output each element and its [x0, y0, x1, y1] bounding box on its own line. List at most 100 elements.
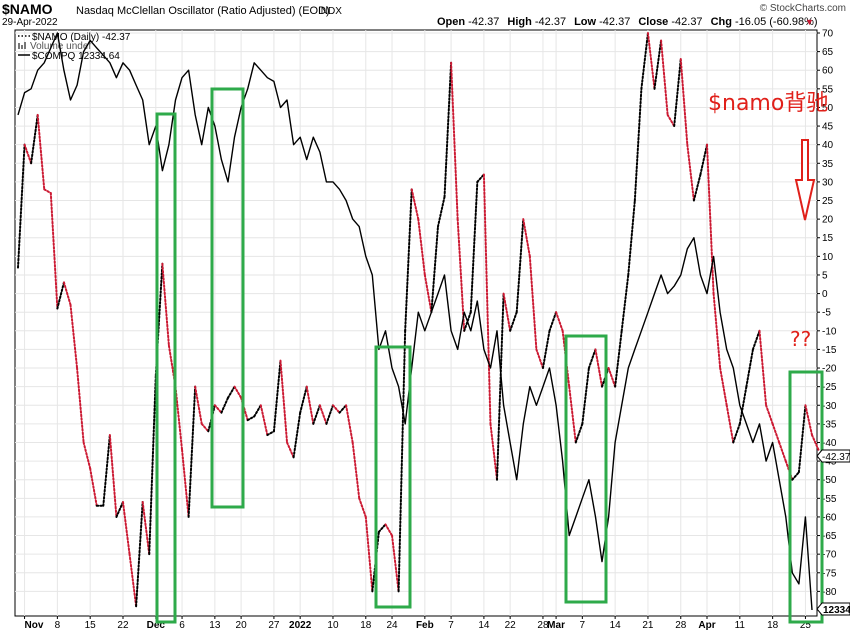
namo-segment — [305, 385, 315, 425]
namo-segment — [489, 422, 499, 481]
namo-segment — [482, 173, 492, 425]
red-annotations: $namo背驰 ?? — [708, 91, 828, 351]
namo-segment — [148, 374, 157, 556]
namo-segment — [555, 311, 564, 332]
namo-segment — [732, 422, 741, 444]
y-tick-label: -70 — [822, 550, 837, 561]
y-tick-label: 70 — [822, 29, 834, 40]
namo-segment — [699, 143, 709, 176]
y-tick-label: -30 — [822, 401, 837, 412]
symbol-label: $NAMO — [2, 1, 53, 17]
namo-segment — [377, 523, 387, 533]
y-tick-label: 30 — [822, 177, 834, 188]
x-tick-label: 22 — [117, 620, 129, 631]
namo-segment — [436, 195, 446, 228]
chg-down-icon: ▼ — [805, 17, 814, 27]
namo-segment — [338, 404, 348, 414]
y-tick-label: -80 — [822, 587, 837, 598]
x-tick-label: 22 — [505, 620, 517, 631]
namo-segment — [502, 292, 512, 332]
x-tick-label: 28 — [537, 620, 549, 631]
y-tick-label: -75 — [822, 568, 837, 579]
namo-segment — [574, 422, 584, 444]
namo-segment — [364, 515, 374, 593]
namo-segment — [345, 404, 354, 444]
namo-segment — [292, 411, 302, 459]
x-tick-label: Dec — [147, 620, 166, 631]
namo-segment — [633, 87, 643, 202]
namo-segment — [391, 534, 400, 593]
namo-segment — [213, 404, 223, 414]
namo-segment — [797, 404, 807, 474]
ohlc-line: Open -42.37 High -42.37 Low -42.37 Close -4… — [437, 16, 818, 28]
plot-area — [14, 29, 818, 617]
namo-segment — [745, 348, 754, 388]
x-tick-label: 10 — [327, 620, 339, 631]
x-tick-label: 28 — [675, 620, 687, 631]
namo-segment — [397, 329, 407, 593]
namo-segment — [712, 292, 722, 370]
compq-value-tag — [816, 602, 850, 616]
namo-segment — [102, 434, 111, 507]
namo-segment — [791, 471, 800, 481]
namo-segment — [351, 441, 361, 500]
series-layer — [17, 32, 820, 611]
namo-segment — [181, 448, 190, 518]
namo-segment — [692, 173, 702, 202]
y-tick-label: 50 — [822, 103, 834, 114]
x-tick-label: 24 — [386, 620, 398, 631]
namo-series — [17, 32, 820, 608]
namo-segment — [541, 329, 551, 370]
y-tick-label: -25 — [822, 382, 837, 393]
namo-segment — [765, 404, 774, 425]
y-tick-label: 60 — [822, 66, 834, 77]
namo-segment — [318, 404, 328, 425]
namo-segment — [358, 497, 367, 518]
namo-segment — [673, 58, 682, 128]
namo-segment — [620, 273, 630, 332]
x-tick-label: 20 — [236, 620, 248, 631]
namo-segment — [56, 281, 65, 310]
namo-segment — [266, 430, 275, 437]
namo-segment — [679, 58, 689, 146]
x-tick-label: 11 — [735, 620, 746, 631]
date-label: 29-Apr-2022 — [2, 17, 58, 28]
namo-segment — [430, 225, 439, 314]
x-tick-label: 14 — [610, 620, 622, 631]
x-tick-label: 18 — [767, 620, 779, 631]
namo-segment — [312, 404, 321, 425]
namo-segment — [607, 367, 617, 388]
ohlc-high-label: High — [507, 16, 535, 28]
namo-segment — [200, 422, 210, 433]
namo-segment — [30, 113, 39, 165]
namo-segment — [725, 404, 735, 444]
namo-segment — [17, 143, 26, 269]
ohlc-high-value: -42.37 — [535, 16, 566, 28]
namo-segment — [141, 501, 151, 556]
namo-segment — [640, 32, 649, 90]
chart-header: $NAMO Nasdaq McClellan Oscillator (Ratio… — [2, 1, 846, 28]
ohlc-low-value: -42.37 — [599, 16, 630, 28]
y-tick-label: -35 — [822, 419, 837, 430]
namo-segment — [89, 467, 98, 507]
x-tick-label: 13 — [209, 620, 221, 631]
namo-segment — [423, 273, 433, 314]
namo-segment — [174, 385, 184, 451]
namo-segment — [456, 218, 466, 332]
namo-segment — [515, 218, 525, 314]
y-tick-label: 65 — [822, 47, 834, 58]
compq-series-line — [17, 32, 813, 611]
namo-segment — [161, 262, 170, 347]
namo-segment — [43, 188, 52, 195]
question-label: ?? — [790, 327, 811, 351]
x-tick-label: Nov — [25, 620, 44, 631]
y-tick-label: -15 — [822, 345, 837, 356]
y-tick-label: -5 — [822, 308, 831, 319]
index-name-label: Nasdaq McClellan Oscillator (Ratio Adjus… — [76, 5, 330, 17]
namo-segment — [804, 404, 813, 437]
y-tick-label: -50 — [822, 475, 837, 486]
x-tick-label: Feb — [416, 620, 434, 631]
namo-segment — [253, 404, 262, 418]
namo-segment — [751, 329, 761, 351]
y-tick-label: 45 — [822, 122, 834, 133]
